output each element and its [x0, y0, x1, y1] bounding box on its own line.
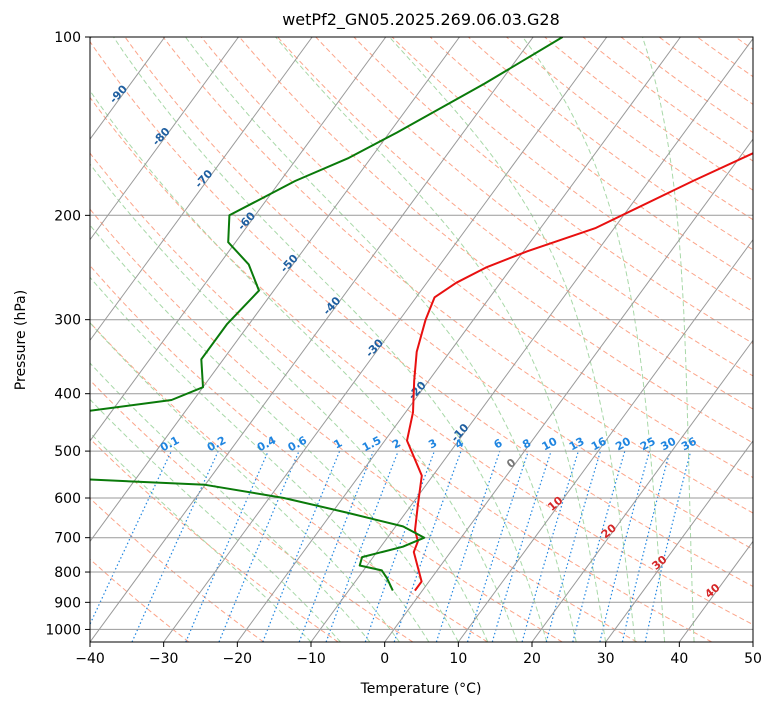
mixing-ratio-label: 13 — [567, 435, 587, 454]
mixing-ratio-label: 36 — [679, 435, 699, 454]
dry-adiabats — [90, 37, 753, 642]
mixing-ratio-line — [521, 450, 579, 642]
mixing-ratio-line — [599, 450, 651, 642]
mixing-ratio-line — [644, 450, 692, 642]
dry-adiabat — [277, 37, 753, 410]
y-axis-label: Pressure (hPa) — [13, 290, 29, 390]
isotherm-line — [310, 37, 753, 642]
y-tick-label: 400 — [54, 387, 81, 403]
dry-adiabat — [391, 37, 753, 313]
mixing-ratio-lines — [90, 450, 692, 642]
mixing-ratio-line — [572, 450, 626, 642]
mixing-ratio-label: 25 — [638, 435, 658, 454]
isotherm-line — [531, 339, 753, 642]
x-tick-label: 0 — [380, 651, 389, 667]
dry-adiabat — [90, 152, 712, 642]
mixing-ratio-line — [185, 450, 269, 642]
dry-adiabat — [200, 37, 753, 479]
y-tick-label: 300 — [54, 313, 81, 329]
dry-adiabat — [90, 321, 488, 642]
dry-adiabat — [90, 497, 264, 642]
plot-frame — [89, 36, 754, 643]
moist-adiabat — [90, 224, 459, 642]
dry-adiabat — [582, 37, 753, 162]
plot-area: 0.10.20.40.611.52346810131620253036-100-… — [90, 37, 753, 642]
y-tick-label: 700 — [54, 531, 81, 547]
isotherm-line — [90, 37, 166, 140]
mixing-ratio-label: 30 — [659, 435, 679, 454]
moist-adiabat — [112, 37, 548, 642]
dry-adiabat — [90, 40, 753, 588]
isotherm-line — [457, 238, 753, 642]
moist-adiabat — [90, 276, 430, 642]
y-tick-label: 900 — [54, 595, 81, 611]
x-tick-label: −10 — [296, 651, 326, 667]
isotherm-line — [90, 37, 239, 241]
mixing-ratio-line — [466, 450, 529, 642]
mixing-ratio-line — [621, 450, 671, 642]
mixing-ratio-line — [131, 450, 219, 642]
moist-adiabat — [522, 37, 666, 642]
y-tick-label: 500 — [54, 444, 81, 460]
x-tick-label: 50 — [744, 651, 762, 667]
dry-adiabat — [239, 37, 753, 444]
mixing-ratio-line — [218, 450, 300, 642]
dry-adiabat — [124, 37, 753, 550]
moist-adiabat — [274, 37, 607, 642]
x-tick-label: −30 — [149, 651, 179, 667]
moist-adiabat — [90, 398, 341, 642]
x-tick-label: 40 — [670, 651, 688, 667]
x-tick-label: 20 — [523, 651, 541, 667]
moist-adiabat — [90, 163, 489, 642]
moist-adiabat — [90, 322, 400, 642]
mixing-ratio-line — [435, 450, 501, 642]
profiles — [90, 37, 753, 592]
mixing-ratio-line — [364, 450, 435, 642]
mixing-ratio-line — [393, 450, 462, 642]
mixing-ratio-label: 20 — [613, 435, 633, 454]
mixing-ratio-line — [491, 450, 552, 642]
temperature-profile — [406, 152, 753, 592]
dewpoint-profile — [90, 37, 564, 592]
moist-adiabat — [184, 37, 577, 642]
y-tick-label: 600 — [54, 491, 81, 507]
moist-adiabat — [388, 37, 636, 642]
mixing-ratio-label: 10 — [540, 435, 560, 454]
x-axis-label: Temperature (°C) — [360, 681, 482, 697]
isotherm-line — [90, 37, 313, 342]
isotherm-line — [605, 440, 753, 642]
isotherm-line — [236, 37, 681, 642]
dry-adiabat — [468, 37, 753, 251]
y-tick-label: 200 — [54, 208, 81, 224]
dry-adiabat — [162, 37, 753, 514]
dry-adiabat — [506, 37, 753, 221]
dry-adiabat — [90, 208, 638, 642]
y-tick-label: 800 — [54, 565, 81, 581]
isobars — [90, 37, 753, 630]
mixing-ratio-line — [90, 450, 172, 626]
x-tick-label: −40 — [75, 651, 105, 667]
moist-adiabat — [641, 37, 695, 642]
x-tick-label: 10 — [449, 651, 467, 667]
mixing-ratio-label: 16 — [589, 435, 609, 454]
dry-adiabat — [90, 264, 563, 642]
isotherm-line — [163, 37, 608, 642]
dry-adiabat — [315, 37, 753, 377]
chart-title: wetPf2_GN05.2025.269.06.03.G28 — [282, 10, 560, 30]
y-axis-ticks: 1000 900 800 700 600 500 400 300 200 100 — [45, 30, 90, 638]
isotherm-line — [384, 138, 753, 642]
x-tick-label: 30 — [597, 651, 615, 667]
x-axis-ticks: −40 −30 −20 −10 0 10 20 30 40 50 — [75, 642, 762, 667]
isotherm-line — [90, 37, 387, 442]
x-tick-label: −20 — [223, 651, 253, 667]
dry-adiabat — [353, 37, 753, 345]
y-tick-label: 1000 — [45, 622, 81, 638]
dry-adiabat — [90, 96, 753, 626]
y-tick-label: 100 — [54, 30, 81, 46]
isotherm-line — [90, 37, 534, 642]
